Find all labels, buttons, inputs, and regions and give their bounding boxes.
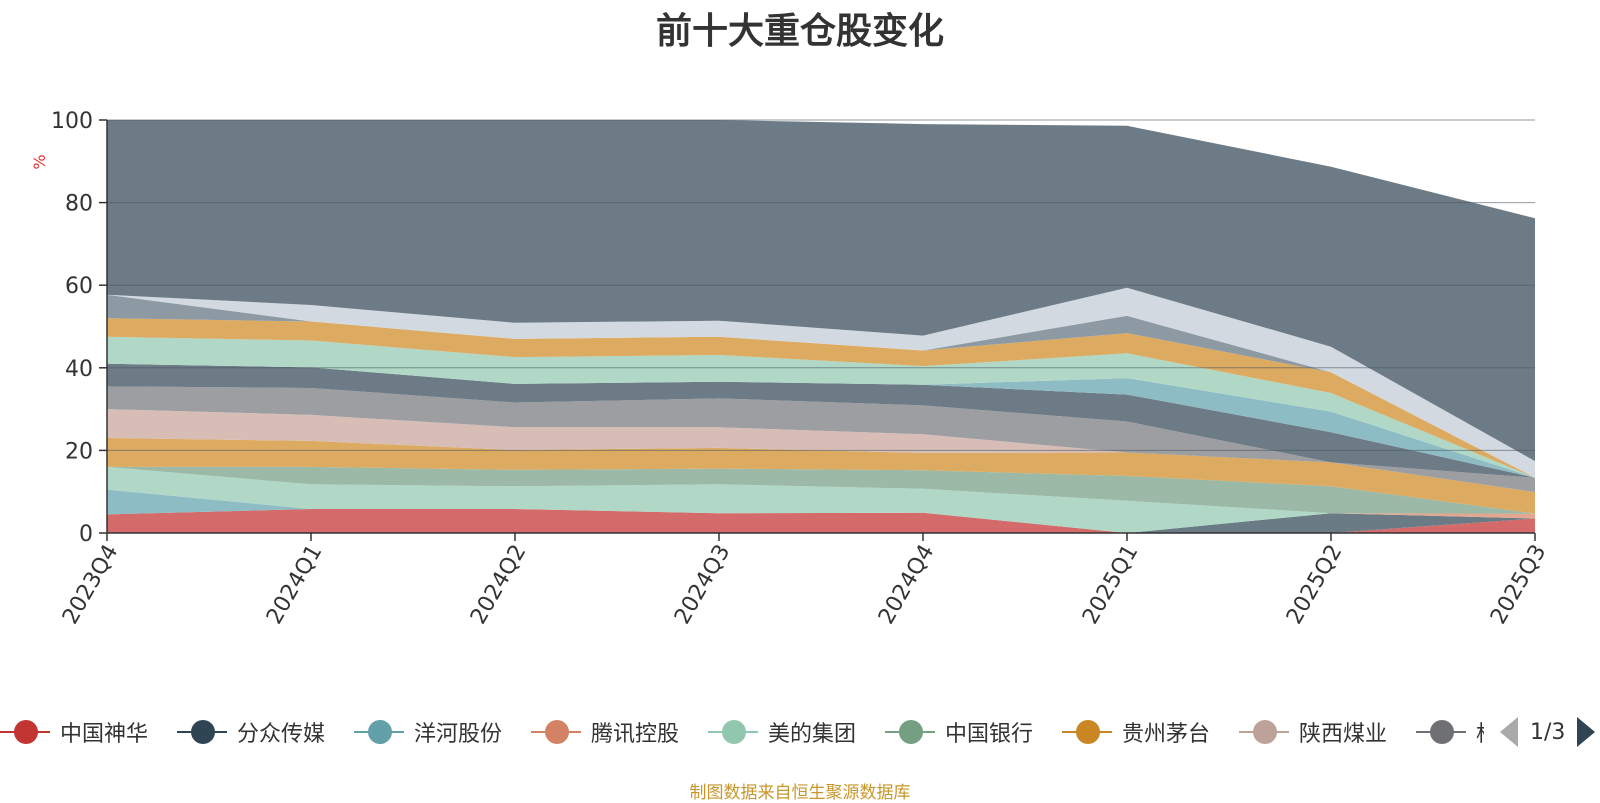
x-tick-label: 2024Q4 [874, 541, 939, 629]
y-tick-label: 40 [65, 357, 93, 382]
x-tick-label: 2025Q2 [1282, 541, 1347, 629]
x-tick-label: 2024Q1 [262, 541, 327, 629]
legend-prev-page-icon[interactable] [1500, 717, 1518, 747]
legend-marker-icon [1239, 718, 1289, 746]
legend-label: 格 [1476, 716, 1484, 748]
legend-item[interactable]: 中国神华 [0, 712, 148, 752]
legend-marker-icon [0, 718, 50, 746]
legend-marker-icon [885, 718, 935, 746]
area-series-14[interactable] [107, 294, 1535, 478]
x-tick-label: 2023Q4 [58, 541, 123, 629]
legend: 中国神华 分众传媒 洋河股份 腾讯控股 美的集团 中国银行 贵州茅台 陕西煤业 格 1/3 [0, 712, 1600, 752]
stacked-area-chart: 0 20 40 60 80 100 2023Q4 2024Q1 2024Q2 2024Q3 2024… [30, 109, 1551, 629]
x-tick-label: 2025Q1 [1078, 541, 1143, 629]
legend-label: 贵州茅台 [1122, 722, 1211, 747]
y-tick-label: 100 [51, 109, 93, 134]
legend-marker-icon [1416, 718, 1466, 746]
legend-marker-icon [177, 718, 227, 746]
chart-title: 前十大重仓股变化 [655, 11, 944, 52]
gridlines-layer [107, 119, 1535, 451]
y-tick-label: 0 [79, 522, 93, 547]
legend-item[interactable]: 洋河股份 [354, 712, 502, 752]
area-series-layer [107, 120, 1535, 533]
y-tick-label: 20 [65, 439, 93, 464]
legend-label: 洋河股份 [414, 722, 503, 747]
x-tick-label: 2024Q2 [466, 541, 531, 629]
legend-pager: 1/3 [1500, 712, 1596, 752]
y-tick-label: 80 [65, 192, 93, 217]
legend-label: 分众传媒 [237, 722, 326, 747]
legend-marker-icon [708, 718, 758, 746]
area-series-5[interactable] [107, 466, 1535, 533]
legend-item[interactable]: 贵州茅台 [1062, 712, 1210, 752]
area-series-8[interactable] [107, 409, 1535, 493]
area-series-10[interactable] [107, 363, 1535, 478]
area-series-15[interactable] [107, 287, 1535, 478]
legend-next-page-icon[interactable] [1577, 717, 1596, 747]
x-tick-label: 2025Q3 [1486, 541, 1551, 629]
legend-label: 陕西煤业 [1299, 722, 1388, 747]
legend-label: 中国神华 [60, 722, 149, 747]
legend-marker-icon [1062, 718, 1112, 746]
legend-item[interactable]: 格 [1416, 712, 1484, 752]
legend-items-viewport: 中国神华 分众传媒 洋河股份 腾讯控股 美的集团 中国银行 贵州茅台 陕西煤业 格 [0, 712, 1484, 752]
legend-label: 中国银行 [945, 722, 1034, 747]
legend-item[interactable]: 分众传媒 [177, 712, 325, 752]
legend-label: 美的集团 [768, 722, 857, 747]
legend-item[interactable]: 陕西煤业 [1239, 712, 1387, 752]
legend-item[interactable]: 中国银行 [885, 712, 1033, 752]
area-series-1[interactable] [107, 509, 1535, 533]
area-series-16[interactable] [107, 120, 1535, 462]
legend-label: 腾讯控股 [591, 722, 680, 747]
y-axis-unit-label: % [30, 154, 49, 169]
x-tick-label: 2024Q3 [670, 541, 735, 629]
legend-page-indicator: 1/3 [1530, 719, 1566, 745]
y-tick-label: 60 [65, 274, 93, 299]
legend-marker-icon [531, 718, 581, 746]
legend-item[interactable]: 腾讯控股 [531, 712, 679, 752]
data-source-note: 制图数据来自恒生聚源数据库 [689, 783, 911, 803]
area-series-7[interactable] [107, 438, 1535, 514]
area-series-11[interactable] [107, 363, 1535, 478]
area-series-6[interactable] [107, 466, 1535, 514]
legend-item[interactable]: 美的集团 [708, 712, 856, 752]
area-series-9[interactable] [107, 386, 1535, 493]
area-series-12[interactable] [107, 336, 1535, 478]
legend-marker-icon [354, 718, 404, 746]
area-series-13[interactable] [107, 318, 1535, 478]
